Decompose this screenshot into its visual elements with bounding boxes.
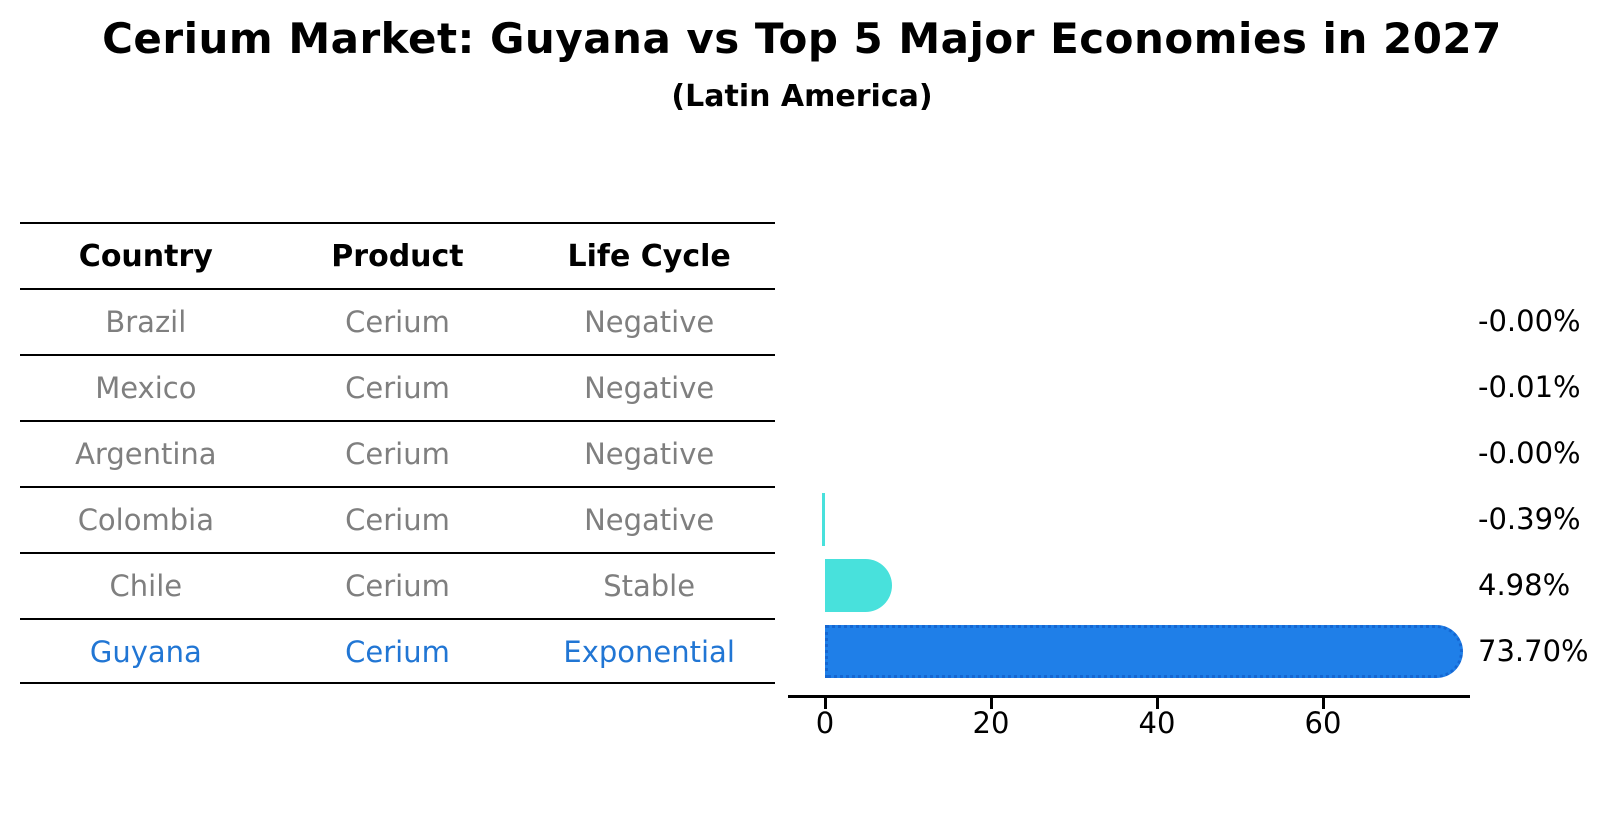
- table-cell-product: Cerium: [345, 569, 450, 603]
- country-product-table: Country Product Life Cycle Brazil Cerium N…: [20, 222, 775, 684]
- table-header-country: Country: [78, 238, 213, 274]
- x-axis-tick-label: 0: [815, 706, 835, 740]
- table-header-product: Product: [331, 238, 464, 274]
- chart-subtitle: (Latin America): [671, 79, 933, 114]
- x-axis-tick: [1322, 698, 1325, 709]
- table-cell-country: Argentina: [75, 437, 217, 471]
- chart-title: Cerium Market: Guyana vs Top 5 Major Eco…: [102, 14, 1502, 63]
- x-axis-tick-label: 20: [972, 706, 1010, 740]
- table-header-lifecycle: Life Cycle: [567, 238, 731, 274]
- value-label-brazil: -0.00%: [1478, 304, 1581, 338]
- table-cell-country: Chile: [109, 569, 183, 603]
- x-axis-tick-label: 60: [1304, 706, 1342, 740]
- table-cell-lifecycle: Negative: [584, 371, 715, 405]
- table-cell-lifecycle: Negative: [584, 305, 715, 339]
- table-cell-lifecycle: Stable: [603, 569, 696, 603]
- bar-guyana: [825, 624, 1463, 678]
- x-axis-tick-label: 40: [1138, 706, 1176, 740]
- table-row: Argentina Cerium Negative: [20, 420, 775, 486]
- table-cell-lifecycle: Exponential: [563, 635, 735, 669]
- table-cell-product: Cerium: [345, 437, 450, 471]
- table-header-row: Country Product Life Cycle: [20, 222, 775, 288]
- x-axis-tick: [990, 698, 993, 709]
- table-cell-product: Cerium: [345, 635, 450, 669]
- table-row: Colombia Cerium Negative: [20, 486, 775, 552]
- value-label-chile: 4.98%: [1478, 568, 1571, 602]
- table-cell-country: Guyana: [89, 635, 202, 669]
- table-cell-product: Cerium: [345, 503, 450, 537]
- table-cell-lifecycle: Negative: [584, 437, 715, 471]
- table-row: Chile Cerium Stable: [20, 552, 775, 618]
- table-cell-country: Brazil: [105, 305, 187, 339]
- table-cell-product: Cerium: [345, 305, 450, 339]
- x-axis-tick: [824, 698, 827, 709]
- x-axis-tick: [1156, 698, 1159, 709]
- table-row: Brazil Cerium Negative: [20, 288, 775, 354]
- x-axis-line: [788, 695, 1470, 698]
- table-cell-product: Cerium: [345, 371, 450, 405]
- table-row: Guyana Cerium Exponential: [20, 618, 775, 684]
- table-cell-country: Colombia: [77, 503, 214, 537]
- bar-chile: [825, 558, 893, 612]
- value-label-colombia: -0.39%: [1478, 502, 1581, 536]
- value-label-mexico: -0.01%: [1478, 370, 1581, 404]
- table-cell-lifecycle: Negative: [584, 503, 715, 537]
- value-label-argentina: -0.00%: [1478, 436, 1581, 470]
- value-label-guyana: 73.70%: [1478, 634, 1589, 668]
- table-row: Mexico Cerium Negative: [20, 354, 775, 420]
- table-cell-country: Mexico: [95, 371, 197, 405]
- bar-colombia: [821, 492, 825, 546]
